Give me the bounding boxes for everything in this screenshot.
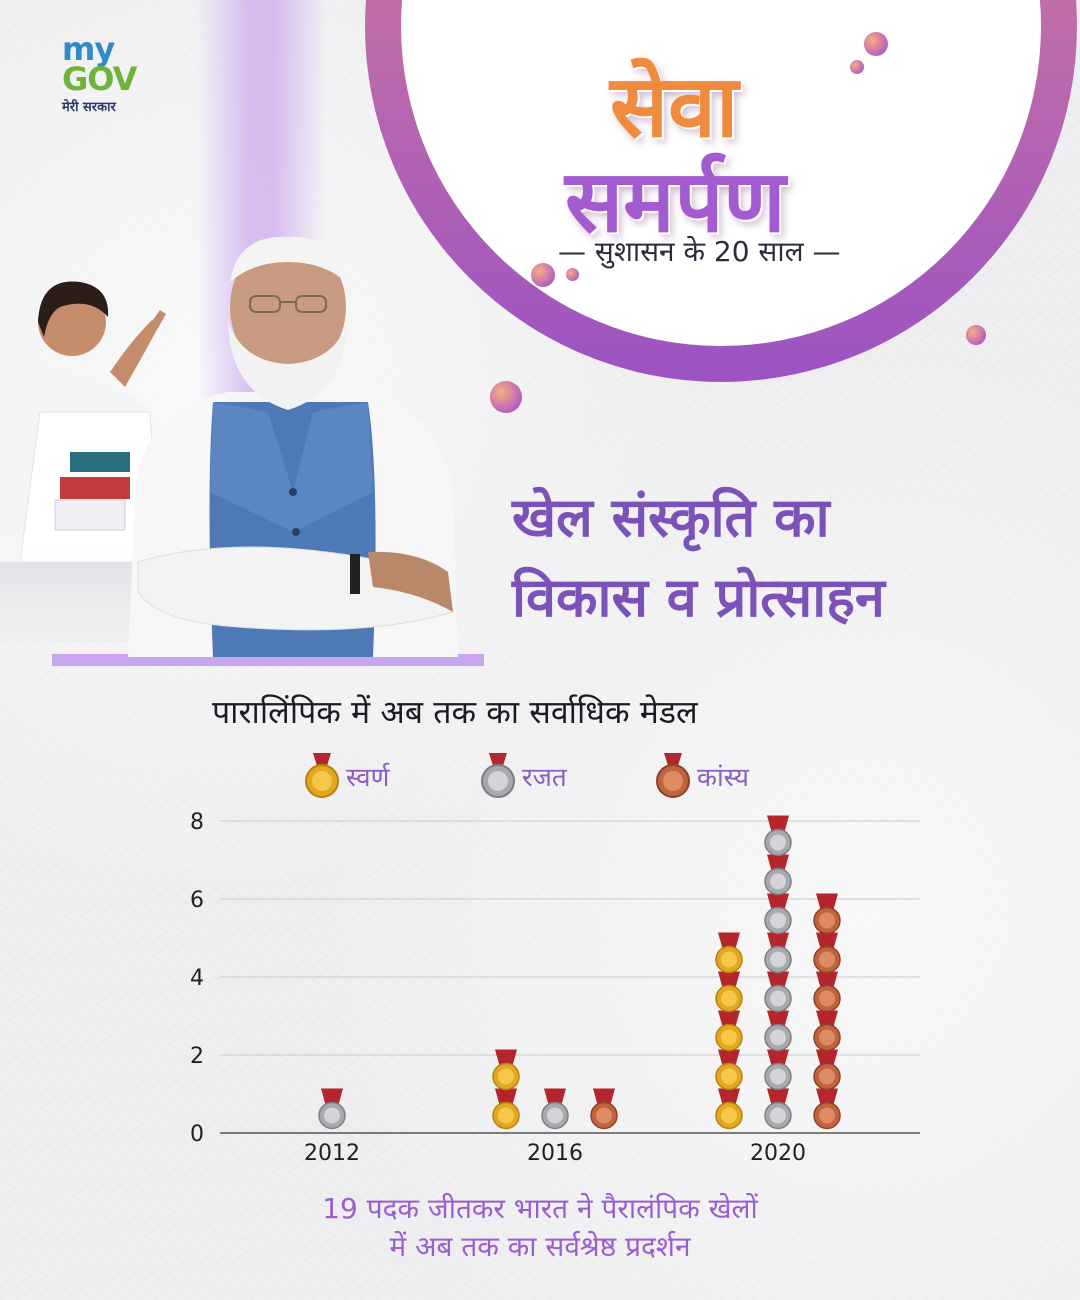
gold-medal-mark [715, 1049, 743, 1091]
decor-dot [531, 263, 555, 287]
bronze-medal-mark [813, 971, 841, 1013]
legend-label-bronze: कांस्य [697, 763, 749, 793]
y-tick-label: 8 [190, 810, 204, 835]
gold-medal-mark [715, 1088, 743, 1130]
silver-medal-mark [764, 1088, 792, 1130]
y-tick-label: 2 [190, 1044, 204, 1069]
decor-dot [966, 325, 986, 345]
legend-label-silver: रजत [522, 763, 567, 793]
legend-label-gold: स्वर्ण [346, 763, 390, 793]
gold-medal-mark [492, 1088, 520, 1130]
section-heading: खेल संस्कृति का विकास व प्रोत्साहन [512, 478, 885, 638]
legend-silver: रजत [480, 753, 567, 798]
bronze-medal-mark [813, 932, 841, 974]
y-tick-label: 4 [190, 966, 204, 991]
silver-medal-mark [764, 893, 792, 935]
bronze-medal-mark [813, 1049, 841, 1091]
gold-medal-mark [715, 971, 743, 1013]
bronze-medal-icon [656, 753, 690, 798]
logo-my-text: my [62, 30, 115, 68]
mygov-logo[interactable]: my GOV मेरी सरकार [62, 30, 172, 115]
silver-medal-mark [764, 971, 792, 1013]
logo-gov-text: GOV [62, 60, 137, 98]
decor-dot [864, 32, 888, 56]
seva-samarpan-ring [365, 0, 1077, 382]
title-seva: सेवा [610, 56, 739, 157]
silver-medal-mark [764, 815, 792, 857]
title-samarpan: समर्पण [565, 151, 786, 252]
footer-line-2: में अब तक का सर्वश्रेष्ठ प्रदर्शन [389, 1230, 691, 1263]
decor-band-horizontal [52, 654, 484, 666]
silver-medal-mark [764, 1010, 792, 1052]
silver-medal-mark [764, 1049, 792, 1091]
bronze-medal-mark [813, 1088, 841, 1130]
y-tick-label: 0 [190, 1122, 204, 1147]
portrait-photo [128, 236, 458, 657]
y-tick-label: 6 [190, 888, 204, 913]
heading-line-1: खेल संस्कृति का [512, 486, 830, 549]
footer-caption: 19 पदक जीतकर भारत ने पैरालंपिक खेलों में… [0, 1190, 1080, 1266]
chart-title: पारालिंपिक में अब तक का सर्वाधिक मेडल [212, 693, 698, 731]
tagline: — सुशासन के 20 साल — [558, 235, 841, 268]
bronze-medal-mark [813, 893, 841, 935]
gold-medal-mark [715, 932, 743, 974]
x-tick-label: 2012 [304, 1141, 360, 1166]
heading-line-2: विकास व प्रोत्साहन [512, 566, 885, 629]
x-tick-label: 2016 [527, 1141, 583, 1166]
bronze-medal-mark [590, 1088, 618, 1130]
decor-dot [566, 268, 579, 281]
footer-line-1: 19 पदक जीतकर भारत ने पैरालंपिक खेलों [322, 1192, 758, 1225]
logo-subtitle: मेरी सरकार [62, 100, 116, 115]
silver-medal-icon [481, 753, 515, 798]
medal-chart: 0 2 4 6 8 2012 2016 2020 [190, 810, 920, 1166]
decor-dot [850, 60, 864, 74]
silver-medal-mark [541, 1088, 569, 1130]
bronze-medal-mark [813, 1010, 841, 1052]
gold-medal-icon [305, 753, 339, 798]
x-tick-label: 2020 [750, 1141, 806, 1166]
legend-bronze: कांस्य [655, 753, 749, 798]
decor-dot [490, 381, 522, 413]
gold-medal-mark [492, 1049, 520, 1091]
gold-medal-mark [715, 1010, 743, 1052]
silver-medal-mark [764, 854, 792, 896]
silver-medal-mark [318, 1088, 346, 1130]
silver-medal-mark [764, 932, 792, 974]
legend-gold: स्वर्ण [304, 753, 390, 798]
